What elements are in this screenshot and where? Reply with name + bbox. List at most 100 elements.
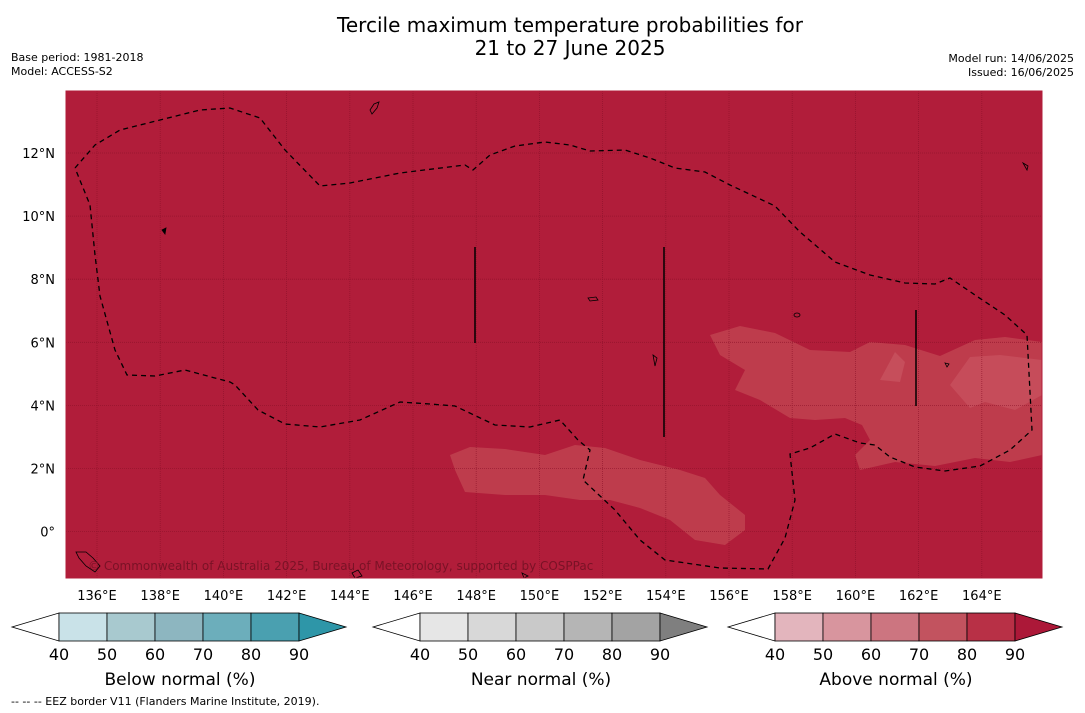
islands [75, 101, 1029, 579]
colorbar-segment [467, 612, 517, 642]
colorbar-tick-label: 90 [289, 645, 309, 664]
island-2 [161, 227, 167, 235]
colorbar-tick-label: 60 [506, 645, 526, 664]
colorbar-segment [822, 612, 872, 642]
issued-date: Issued: 16/06/2025 [967, 66, 1074, 79]
colorbars: 40 50 60 70 80 90 Below normal (%) 40 50 60 70 80 90… [10, 612, 1064, 690]
colorbar-left-extension [10, 612, 60, 642]
colorbar-left-extension [726, 612, 776, 642]
colorbar-tick-label: 90 [1005, 645, 1025, 664]
colorbar-right-extension [298, 612, 348, 642]
colorbar-tick-label: 50 [813, 645, 833, 664]
colorbar-tick-label: 50 [458, 645, 478, 664]
chart-title-line1: Tercile maximum temperature probabilitie… [337, 13, 803, 37]
island-7 [521, 572, 529, 579]
x-axis-ticks: 136°E 138°E 140°E 142°E 144°E 146°E 148°E 150°E… [77, 589, 1001, 604]
island-4 [793, 312, 801, 318]
colorbar-tick-label: 80 [602, 645, 622, 664]
y-tick-label: 6°N [31, 336, 56, 351]
x-tick-label: 160°E [836, 589, 876, 604]
probability-patch-small [880, 352, 905, 382]
island-6 [351, 569, 363, 579]
colorbar-segment [154, 612, 204, 642]
colorbar-title: Near normal (%) [471, 670, 611, 690]
colorbar-segment [563, 612, 613, 642]
colorbar-tick-label: 70 [193, 645, 213, 664]
x-tick-label: 162°E [899, 589, 939, 604]
model-run: Model run: 14/06/2025 [948, 52, 1074, 65]
colorbar-tick-label: 40 [765, 645, 785, 664]
probability-patch-east [710, 326, 1042, 470]
colorbar-segment [774, 612, 824, 642]
x-tick-label: 146°E [393, 589, 433, 604]
y-axis-ticks: 12°N 10°N 8°N 6°N 4°N 2°N 0° [22, 147, 55, 541]
x-tick-label: 138°E [140, 589, 180, 604]
x-tick-label: 150°E [520, 589, 560, 604]
colorbar-left-extension [371, 612, 421, 642]
colorbar-segment [966, 612, 1016, 642]
y-tick-label: 10°N [22, 210, 55, 225]
map-panel: © Commonwealth of Australia 2025, Bureau… [65, 90, 1043, 579]
map-grid [66, 91, 1042, 578]
base-period: Base period: 1981-2018 [11, 51, 144, 64]
meta-right: Model run: 14/06/2025 Issued: 16/06/2025 [948, 52, 1074, 80]
eez-border-palau-fsm [74, 107, 1033, 570]
y-tick-label: 8°N [31, 273, 56, 288]
y-tick-label: 12°N [22, 147, 55, 162]
colorbar-tick-label: 40 [410, 645, 430, 664]
y-tick-label: 2°N [31, 463, 56, 478]
island-1 [369, 101, 380, 115]
x-tick-label: 156°E [709, 589, 749, 604]
island-5 [75, 551, 101, 573]
colorbar-right-extension [659, 612, 709, 642]
island-9 [1021, 161, 1029, 172]
colorbar-tick-label: 60 [145, 645, 165, 664]
x-tick-label: 164°E [962, 589, 1002, 604]
chart-title: Tercile maximum temperature probabilitie… [0, 14, 1085, 60]
colorbar-near: 40 50 60 70 80 90 Near normal (%) [371, 612, 709, 690]
colorbar-segment [870, 612, 920, 642]
colorbar-segment [515, 612, 565, 642]
x-tick-label: 142°E [267, 589, 307, 604]
island-10 [652, 354, 658, 367]
island-8 [944, 362, 950, 368]
colorbar-tick-label: 80 [241, 645, 261, 664]
colorbar-above: 40 50 60 70 80 90 Above normal (%) [726, 612, 1064, 690]
x-tick-label: 144°E [330, 589, 370, 604]
colorbar-tick-label: 60 [861, 645, 881, 664]
x-tick-label: 152°E [583, 589, 623, 604]
y-tick-label: 0° [40, 526, 55, 541]
model-name: Model: ACCESS-S2 [11, 65, 113, 78]
colorbar-tick-label: 40 [49, 645, 69, 664]
y-tick-label: 4°N [31, 399, 56, 414]
colorbar-segment [58, 612, 108, 642]
colorbar-title: Below normal (%) [105, 670, 256, 690]
x-tick-label: 148°E [456, 589, 496, 604]
map-frame [65, 90, 1043, 579]
colorbar-segment [918, 612, 968, 642]
colorbar-segment [202, 612, 252, 642]
colorbar-title: Above normal (%) [819, 670, 972, 690]
colorbar-segment [250, 612, 300, 642]
colorbar-tick-label: 80 [957, 645, 977, 664]
probability-patch-east-inner [950, 355, 1042, 410]
x-tick-label: 136°E [77, 589, 117, 604]
colorbar-tick-label: 70 [554, 645, 574, 664]
copyright-text: © Commonwealth of Australia 2025, Bureau… [88, 559, 593, 573]
colorbar-segment [106, 612, 156, 642]
x-tick-label: 158°E [772, 589, 812, 604]
chart-title-line2: 21 to 27 June 2025 [474, 36, 666, 60]
colorbar-tick-label: 90 [650, 645, 670, 664]
colorbar-segment [611, 612, 661, 642]
x-tick-label: 154°E [646, 589, 686, 604]
meta-left: Base period: 1981-2018 Model: ACCESS-S2 [11, 51, 143, 79]
island-3 [587, 296, 599, 302]
colorbar-below: 40 50 60 70 80 90 Below normal (%) [10, 612, 348, 690]
colorbar-tick-label: 70 [909, 645, 929, 664]
probability-patch-south [450, 445, 745, 545]
map-background [66, 91, 1042, 578]
colorbar-tick-label: 50 [97, 645, 117, 664]
colorbar-segment [419, 612, 469, 642]
eez-footnote: -- -- -- EEZ border V11 (Flanders Marine… [11, 695, 320, 708]
